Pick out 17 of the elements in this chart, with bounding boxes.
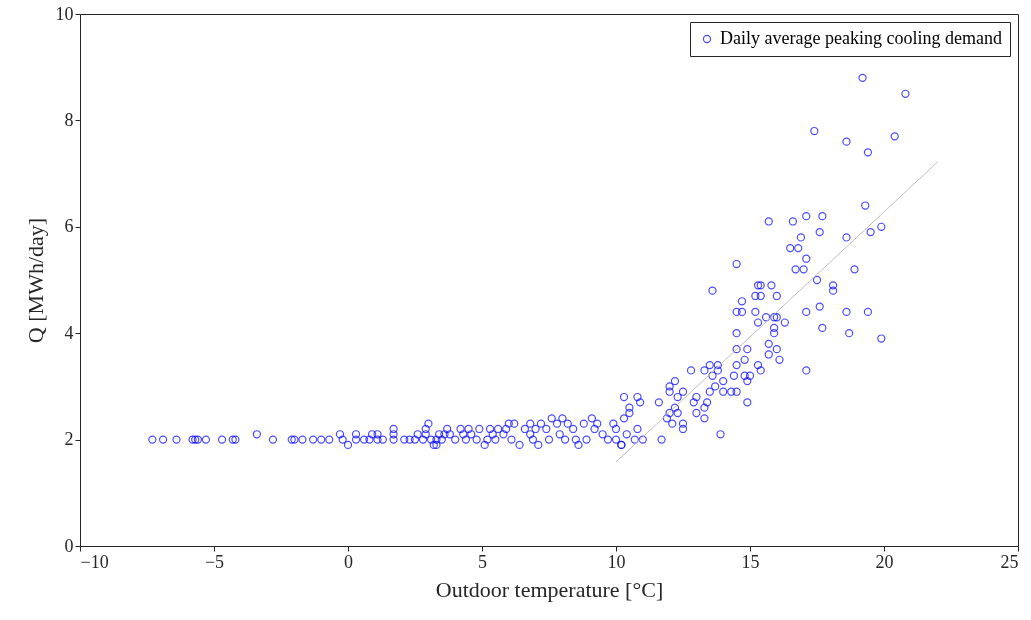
- y-axis-title: Q [MWh/day]: [22, 217, 48, 344]
- y-tick-label: 6: [64, 216, 74, 237]
- x-tick-label: 25: [1000, 551, 1019, 572]
- y-tick-label: 10: [55, 3, 74, 24]
- x-axis-title: Outdoor temperature [°C]: [435, 576, 664, 602]
- legend-label: Daily average peaking cooling demand: [720, 28, 1002, 48]
- x-tick-label: 20: [875, 551, 894, 572]
- x-tick-label: 15: [741, 551, 760, 572]
- x-tick-label: −10: [80, 551, 109, 572]
- y-tick-label: 8: [64, 109, 74, 130]
- y-tick-label: 2: [64, 429, 74, 450]
- x-tick-label: −5: [204, 551, 225, 572]
- x-tick-label: 0: [344, 551, 353, 572]
- y-tick-label: 4: [64, 322, 74, 343]
- x-tick-label: 5: [478, 551, 487, 572]
- x-tick-label: 10: [607, 551, 626, 572]
- y-tick-label: 0: [64, 535, 74, 556]
